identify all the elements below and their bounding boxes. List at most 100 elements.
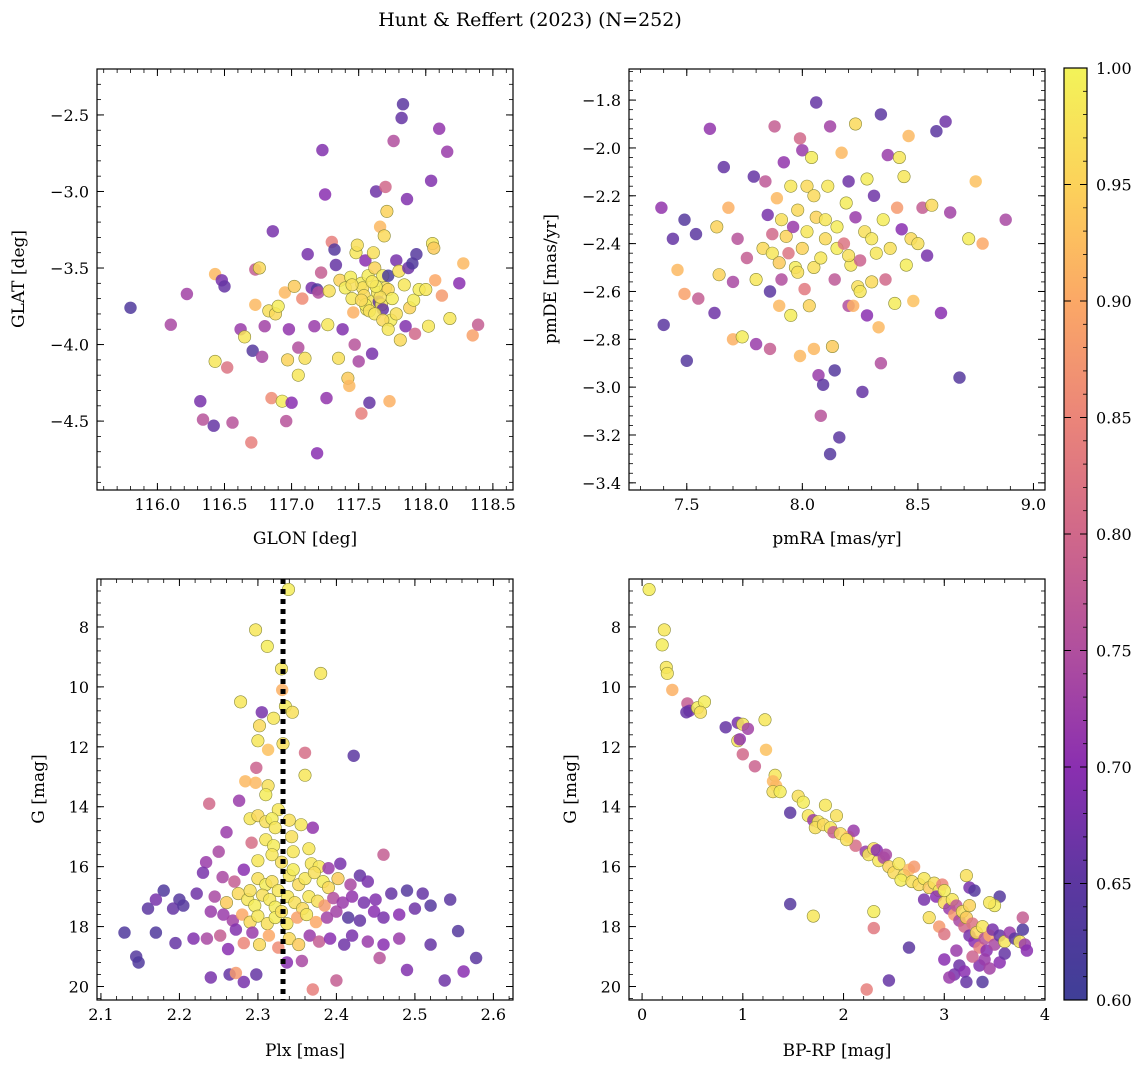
scatter-point — [416, 887, 429, 900]
y-tick-label: −2.6 — [582, 282, 621, 301]
scatter-point — [976, 237, 989, 250]
scatter-point — [260, 639, 274, 653]
x-tick-label: 3 — [939, 1005, 949, 1024]
scatter-point — [298, 746, 312, 759]
scatter-point — [807, 189, 821, 203]
scatter-point — [291, 368, 305, 382]
scatter-point — [882, 974, 896, 987]
scatter-point — [934, 306, 948, 320]
scatter-point — [251, 909, 265, 923]
x-tick-label: 2 — [838, 1005, 848, 1024]
x-axis-label-sky: GLON [deg] — [253, 529, 357, 549]
scatter-point — [733, 733, 746, 746]
scatter-point — [999, 213, 1012, 226]
scatter-point — [773, 785, 787, 799]
scatter-point — [962, 899, 976, 913]
scatter-point — [726, 275, 740, 289]
scatter-point — [469, 951, 483, 965]
scatter-point — [911, 237, 925, 251]
scatter-point — [328, 243, 341, 256]
axes-frame-plx — [96, 578, 514, 1001]
scatter-point — [860, 172, 874, 186]
scatter-point — [796, 795, 810, 809]
x-tick-label: 0 — [637, 1005, 647, 1024]
scatter-point — [214, 929, 227, 942]
scatter-point — [321, 881, 335, 895]
scatter-point — [719, 721, 732, 734]
scatter-point — [894, 873, 908, 887]
scatter-point — [196, 413, 210, 426]
scatter-point — [253, 719, 267, 733]
scatter-point — [380, 204, 394, 218]
scatter-point — [796, 144, 809, 157]
scatter-point — [352, 355, 365, 368]
y-tick-label: −3.5 — [50, 259, 89, 278]
scatter-point — [218, 280, 231, 293]
y-tick-label: 16 — [69, 858, 89, 877]
scatter-point — [285, 396, 298, 409]
scatter-point — [759, 175, 772, 188]
scatter-point — [266, 225, 279, 238]
y-tick-label: 18 — [601, 918, 621, 937]
scatter-point — [867, 189, 881, 202]
axes-frame-sky — [96, 68, 514, 491]
scatter-point — [366, 246, 380, 260]
scatter-point — [847, 299, 860, 312]
scatter-points-plx — [118, 582, 483, 996]
y-ticks-plx: 8 10 12 14 16 18 20 — [69, 578, 513, 999]
scatter-point — [655, 638, 669, 652]
scatter-point — [157, 884, 170, 897]
scatter-point — [424, 938, 437, 951]
scatter-point — [141, 902, 155, 915]
y-tick-label: 20 — [601, 978, 621, 997]
y-tick-label: 20 — [69, 978, 89, 997]
x-axis-label-plx: Plx [mas] — [265, 1041, 345, 1061]
scatter-point — [791, 265, 805, 279]
scatter-points-sky — [124, 98, 485, 460]
scatter-point — [400, 963, 414, 977]
scatter-point — [660, 666, 674, 680]
scatter-point — [800, 225, 814, 239]
scatter-point — [393, 333, 407, 347]
scatter-point — [385, 292, 399, 306]
scatter-point — [221, 361, 234, 374]
scatter-point — [944, 206, 957, 219]
scatter-point — [282, 932, 296, 946]
scatter-point — [829, 809, 843, 823]
y-tick-label: 12 — [69, 738, 89, 757]
scatter-point — [249, 623, 263, 637]
scatter-point — [774, 213, 788, 227]
scatter-point — [879, 848, 893, 861]
scatter-points-cmd — [642, 582, 1034, 996]
scatter-point — [300, 908, 314, 922]
y-ticks-cmd: 8 10 12 14 16 18 20 — [601, 578, 1045, 999]
colorbar-tick-label: 0.90 — [1096, 292, 1132, 311]
scatter-point — [830, 220, 844, 234]
colorbar-tick-label: 0.85 — [1096, 409, 1132, 428]
scatter-point — [220, 896, 234, 910]
scatter-point — [793, 349, 807, 363]
y-axis-label-plx: G [mag] — [29, 754, 49, 823]
scatter-point — [939, 115, 952, 128]
scatter-point — [983, 896, 997, 910]
scatter-point — [309, 915, 323, 929]
scatter-point — [888, 296, 902, 310]
scatter-point — [246, 926, 259, 939]
colorbar-tick-label: 0.80 — [1096, 525, 1132, 544]
scatter-point — [708, 306, 721, 320]
scatter-point — [872, 321, 885, 334]
y-axis-label-sky: GLAT [deg] — [9, 230, 29, 328]
scatter-point — [124, 301, 137, 314]
scatter-point — [959, 869, 973, 883]
scatter-point — [678, 213, 691, 226]
scatter-point — [874, 108, 888, 121]
scatter-point — [397, 278, 411, 292]
scatter-point — [331, 351, 345, 365]
scatter-point — [763, 342, 777, 356]
scatter-point — [363, 396, 376, 409]
scatter-point — [237, 863, 250, 876]
scatter-point — [784, 179, 798, 193]
scatter-point — [357, 896, 371, 909]
scatter-point — [747, 170, 760, 183]
scatter-point — [736, 748, 749, 761]
